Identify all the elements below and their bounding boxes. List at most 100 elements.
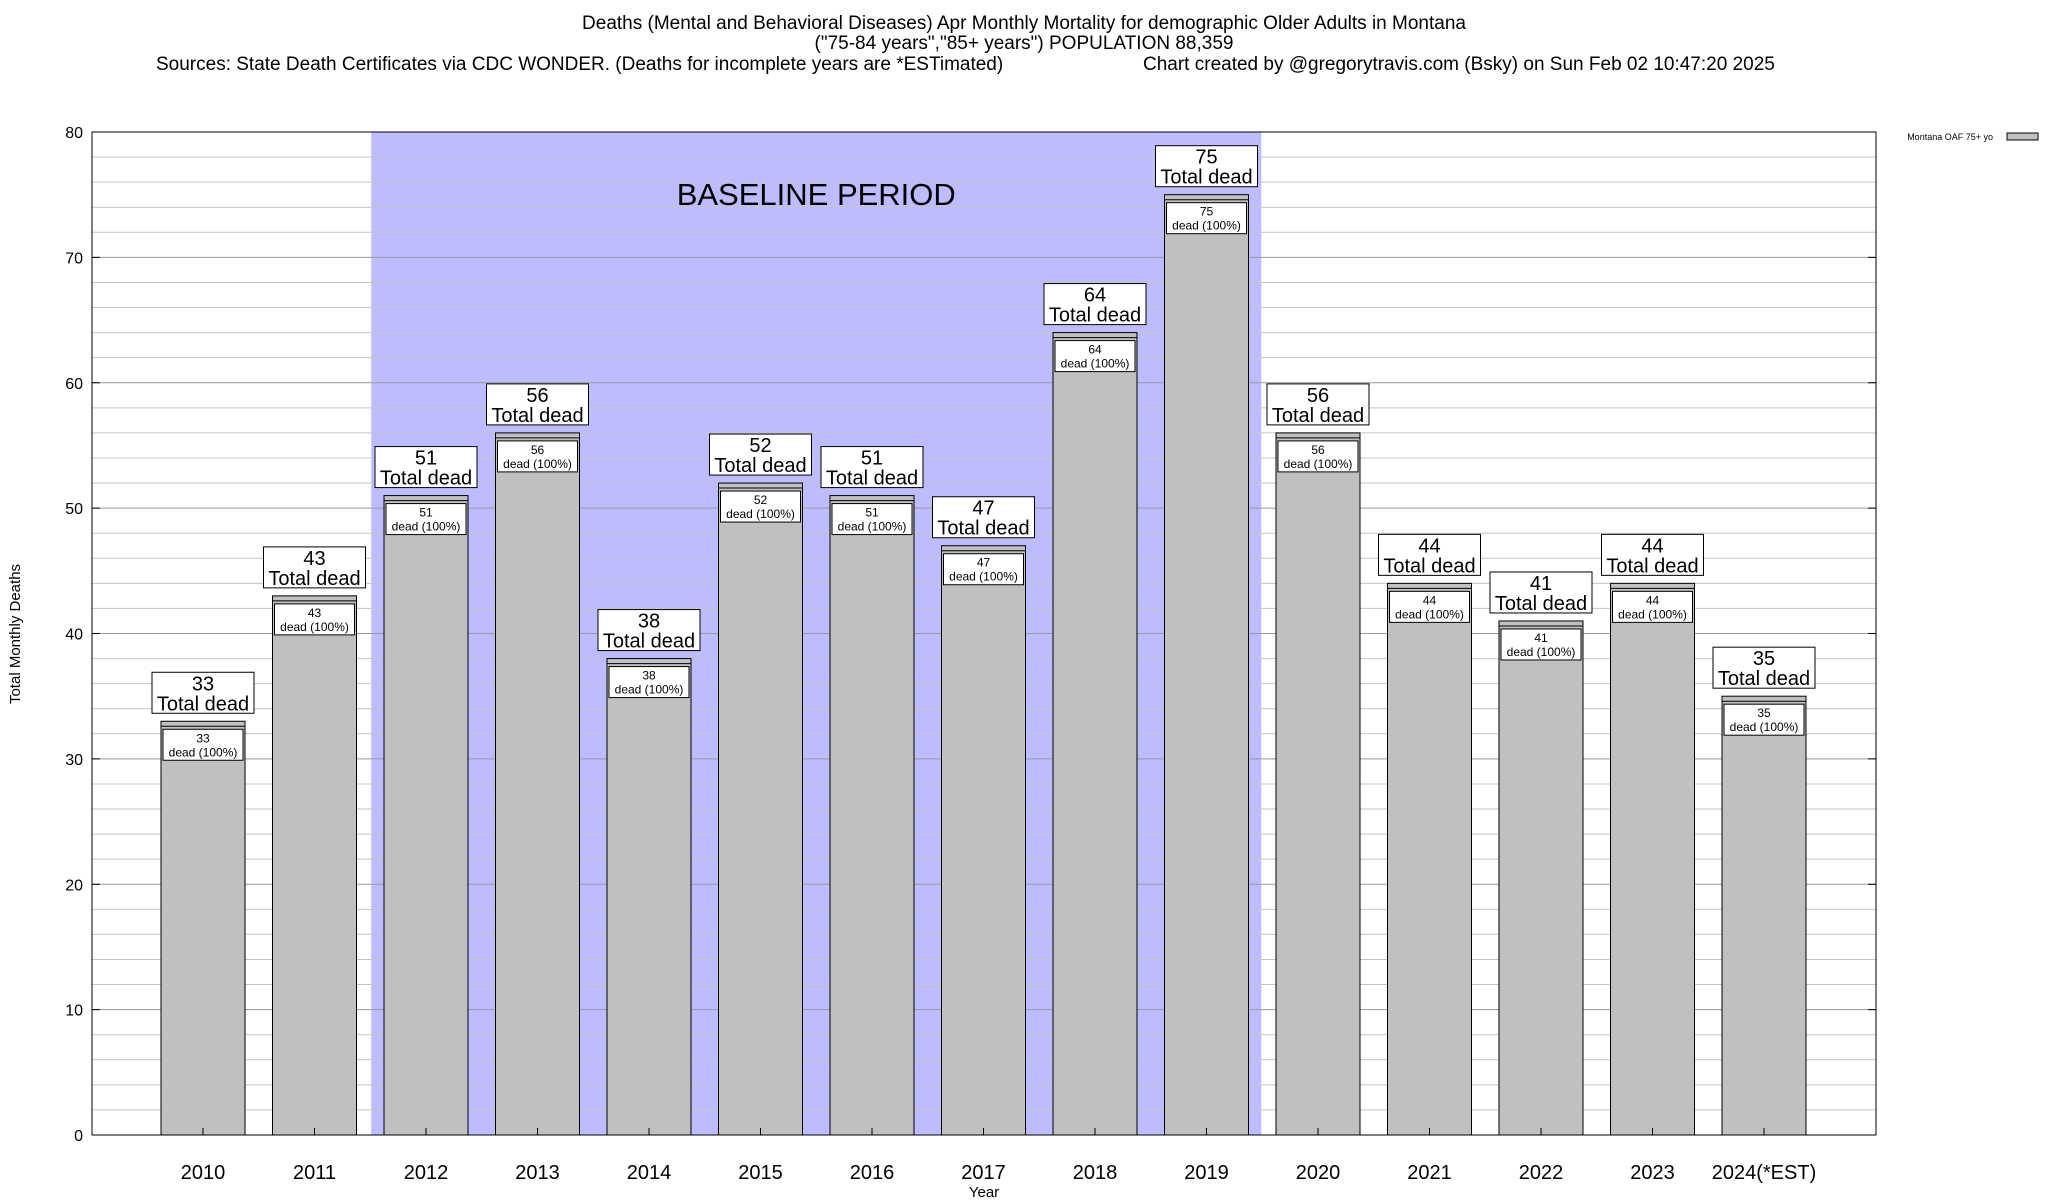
total-label-value: 44	[1641, 535, 1663, 557]
inner-label-value: 33	[196, 731, 210, 745]
total-label-box	[263, 546, 366, 589]
plot-frame	[91, 131, 1877, 1136]
x-tick-label: 2017	[961, 1162, 1006, 1184]
total-label-text: Total dead	[714, 455, 806, 477]
total-label-value: 38	[638, 611, 660, 633]
bar	[495, 432, 580, 1136]
total-label-value: 44	[1418, 535, 1440, 557]
inner-label-value: 41	[1534, 631, 1548, 645]
total-label-box	[1155, 145, 1258, 188]
y-tick-label: 20	[65, 877, 83, 894]
bar	[1498, 620, 1584, 1136]
inner-label-value: 52	[754, 493, 768, 507]
total-label-value: 52	[749, 435, 771, 457]
x-tick-label: 2014	[627, 1162, 672, 1184]
total-label-text: Total dead	[1606, 555, 1698, 577]
inner-label-text: dead (100%)	[838, 520, 907, 534]
inner-label-box	[720, 490, 801, 523]
total-label-text: Total dead	[1383, 555, 1475, 577]
title-line-1: Deaths (Mental and Behavioral Diseases) …	[582, 13, 1466, 34]
x-tick-label: 2020	[1296, 1162, 1341, 1184]
total-label-text: Total dead	[157, 693, 249, 715]
x-tick-label: 2021	[1407, 1162, 1452, 1184]
total-label-value: 43	[303, 548, 325, 570]
total-label-box	[1712, 646, 1816, 689]
inner-label-value: 51	[865, 506, 879, 520]
total-label-value: 64	[1084, 285, 1106, 307]
inner-label-box	[1500, 628, 1582, 661]
inner-label-box	[1166, 202, 1247, 235]
x-tick-label: 2019	[1184, 1162, 1229, 1184]
total-label-value: 56	[1307, 385, 1329, 407]
total-label-box	[374, 446, 478, 489]
inner-label-text: dead (100%)	[1507, 645, 1576, 659]
bar	[1052, 332, 1138, 1136]
inner-label-text: dead (100%)	[169, 745, 238, 759]
total-label-box	[1043, 283, 1147, 326]
y-tick-label: 0	[74, 1128, 83, 1145]
x-tick-label: 2016	[850, 1162, 895, 1184]
total-label-text: Total dead	[380, 468, 472, 490]
x-tick-label: 2010	[181, 1162, 226, 1184]
inner-label-box	[162, 728, 244, 761]
total-label-text: Total dead	[1495, 593, 1587, 615]
inner-label-text: dead (100%)	[1395, 607, 1464, 621]
y-tick-label: 50	[65, 501, 83, 518]
inner-label-box	[608, 666, 690, 699]
total-label-box	[932, 496, 1035, 539]
inner-label-box	[1389, 590, 1470, 623]
total-label-box	[597, 609, 701, 652]
inner-label-text: dead (100%)	[1172, 219, 1241, 233]
y-tick-label: 10	[65, 1003, 83, 1020]
bar	[1387, 582, 1472, 1136]
inner-label-text: dead (100%)	[392, 520, 461, 534]
total-label-box	[820, 446, 924, 489]
inner-label-box	[274, 603, 355, 636]
total-label-text: Total dead	[937, 518, 1029, 540]
total-label-value: 75	[1195, 147, 1217, 169]
x-axis-title: Year	[969, 1184, 999, 1200]
inner-label-text: dead (100%)	[1730, 720, 1799, 734]
inner-label-box	[1723, 703, 1805, 736]
legend-swatch	[2006, 132, 2039, 141]
y-tick-label: 80	[65, 125, 83, 142]
total-label-value: 41	[1530, 573, 1552, 595]
total-label-text: Total dead	[491, 405, 583, 427]
y-tick-label: 40	[65, 627, 83, 644]
inner-label-value: 38	[642, 669, 656, 683]
total-label-box	[151, 671, 255, 714]
sources-note: Sources: State Death Certificates via CD…	[156, 54, 1004, 75]
inner-label-value: 56	[531, 443, 545, 457]
legend-label: Montana OAF 75+ yo	[1907, 132, 1993, 142]
total-label-text: Total dead	[1718, 668, 1810, 690]
x-tick-label: 2015	[738, 1162, 783, 1184]
total-label-text: Total dead	[268, 568, 360, 590]
bar	[1164, 194, 1249, 1136]
inner-label-value: 47	[977, 556, 991, 570]
bar	[829, 495, 915, 1136]
total-label-box	[1266, 383, 1370, 426]
total-label-text: Total dead	[603, 631, 695, 653]
inner-label-value: 51	[419, 506, 433, 520]
bar	[1610, 582, 1695, 1136]
x-tick-label: 2022	[1519, 1162, 1564, 1184]
inner-label-value: 75	[1200, 205, 1214, 219]
inner-label-value: 44	[1423, 593, 1437, 607]
credit-note: Chart created by @gregorytravis.com (Bsk…	[1143, 54, 1775, 75]
total-label-box	[709, 433, 812, 476]
inner-label-text: dead (100%)	[280, 620, 349, 634]
bar	[1275, 432, 1361, 1136]
total-label-value: 51	[861, 448, 883, 470]
total-label-value: 33	[192, 673, 214, 695]
inner-label-value: 35	[1757, 706, 1771, 720]
total-label-box	[1378, 533, 1481, 576]
total-label-box	[1601, 533, 1704, 576]
x-tick-label: 2024(*EST)	[1712, 1162, 1817, 1184]
inner-label-box	[497, 440, 578, 473]
x-tick-label: 2023	[1630, 1162, 1675, 1184]
total-label-value: 56	[526, 385, 548, 407]
inner-label-value: 44	[1646, 593, 1660, 607]
inner-label-box	[1612, 590, 1693, 623]
bar	[941, 545, 1026, 1136]
